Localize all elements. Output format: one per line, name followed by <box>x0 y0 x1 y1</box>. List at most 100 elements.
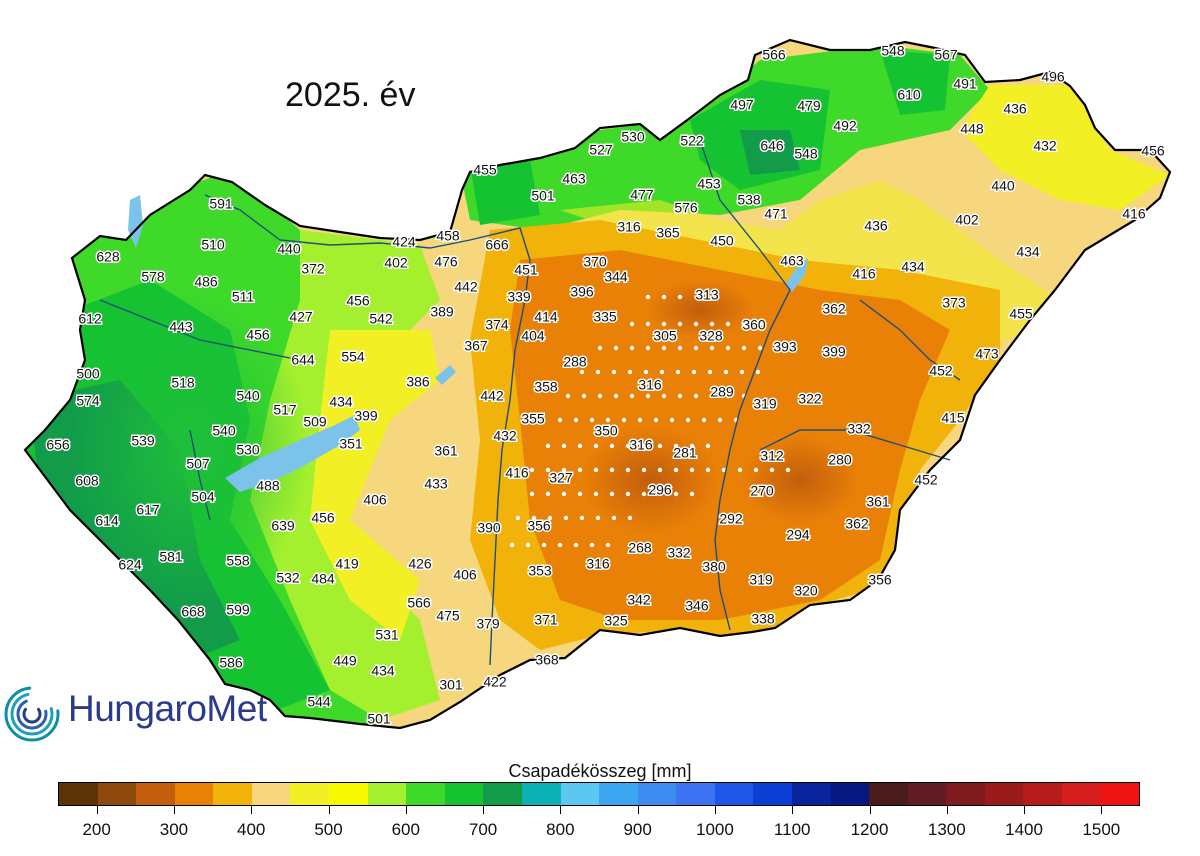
legend-tick-label: 900 <box>623 820 652 839</box>
station-precip-label: 456 <box>311 510 335 526</box>
station-precip-label: 373 <box>942 295 966 311</box>
legend-swatch <box>406 783 445 805</box>
legend-tick-mark <box>792 806 794 814</box>
dry-area-dot <box>645 393 651 399</box>
station-precip-label: 292 <box>719 511 743 527</box>
dry-area-dot <box>625 467 631 473</box>
station-precip-label: 399 <box>822 344 846 360</box>
legend-tick-label: 600 <box>391 820 420 839</box>
dry-area-dot <box>709 345 715 351</box>
dry-area-dot <box>693 393 699 399</box>
station-precip-label: 367 <box>464 338 488 354</box>
dry-area-dot <box>595 515 601 521</box>
dry-area-dot <box>739 369 745 375</box>
station-precip-label: 540 <box>236 388 260 404</box>
station-precip-label: 406 <box>453 567 477 583</box>
dry-area-dot <box>705 467 711 473</box>
station-precip-label: 360 <box>742 317 766 333</box>
legend-swatch <box>946 783 985 805</box>
legend-swatch <box>329 783 368 805</box>
station-precip-label: 442 <box>454 279 478 295</box>
dry-area-dot <box>629 321 635 327</box>
station-precip-label: 496 <box>1041 69 1065 85</box>
station-precip-label: 351 <box>339 436 363 452</box>
station-precip-label: 436 <box>1003 101 1027 117</box>
station-precip-label: 500 <box>76 366 100 382</box>
station-precip-label: 576 <box>674 200 698 216</box>
station-precip-label: 456 <box>346 293 370 309</box>
dry-area-dot <box>563 515 569 521</box>
legend-tick-label: 300 <box>159 820 189 839</box>
dry-area-dot <box>689 443 695 449</box>
map-title: 2025. év <box>285 76 416 114</box>
station-precip-label: 666 <box>485 237 509 253</box>
dry-area-dot <box>723 369 729 375</box>
station-precip-label: 501 <box>531 188 555 204</box>
station-precip-label: 434 <box>371 663 395 679</box>
legend-swatch <box>637 783 677 805</box>
station-precip-label: 440 <box>991 178 1015 194</box>
station-precip-label: 456 <box>1141 143 1165 159</box>
dry-area-dot <box>545 443 551 449</box>
legend-swatch <box>251 783 291 805</box>
dry-area-dot <box>661 345 667 351</box>
station-precip-label: 433 <box>424 476 448 492</box>
dry-area-dot <box>509 542 515 548</box>
station-precip-label: 530 <box>621 129 645 145</box>
station-precip-label: 368 <box>535 652 559 668</box>
dry-area-dot <box>621 417 627 423</box>
station-precip-label: 344 <box>604 269 628 285</box>
dry-area-dot <box>645 294 651 300</box>
station-precip-label: 538 <box>737 192 761 208</box>
dry-area-dot <box>577 443 583 449</box>
dry-area-dot <box>677 345 683 351</box>
station-precip-label: 316 <box>629 437 653 453</box>
station-precip-label: 518 <box>171 375 195 391</box>
legend-title: Csapadékösszeg [mm] <box>508 761 692 781</box>
dry-area-dot <box>677 393 683 399</box>
station-precip-label: 380 <box>702 559 726 575</box>
station-precip-label: 313 <box>695 287 719 303</box>
legend-swatch <box>1062 783 1101 805</box>
station-precip-label: 319 <box>749 572 773 588</box>
station-precip-label: 327 <box>549 470 573 486</box>
legend-tick-mark <box>96 806 98 814</box>
station-precip-label: 312 <box>760 448 784 464</box>
station-precip-label: 492 <box>833 118 857 134</box>
station-precip-label: 488 <box>256 478 280 494</box>
station-precip-label: 456 <box>246 327 270 343</box>
dry-area-dot <box>753 467 759 473</box>
station-precip-label: 362 <box>845 516 869 532</box>
legend-ticks: 200 300 400 500 600 700 800 900 1000 1100 1200 1300… <box>58 806 1140 839</box>
station-precip-label: 479 <box>797 98 821 114</box>
station-precip-label: 530 <box>236 442 260 458</box>
station-precip-label: 624 <box>118 557 142 573</box>
dry-area-dot <box>645 321 651 327</box>
legend-tick-label: 1400 <box>1005 820 1043 839</box>
station-precip-label: 507 <box>186 456 210 472</box>
dry-area-dot <box>643 369 649 375</box>
station-precip-label: 448 <box>960 121 984 137</box>
station-precip-label: 612 <box>78 311 102 327</box>
station-precip-label: 586 <box>219 655 243 671</box>
dry-area-dot <box>557 417 563 423</box>
swirl-logo-icon <box>4 686 60 742</box>
station-precip-label: 356 <box>868 572 892 588</box>
dry-area-dot <box>637 417 643 423</box>
station-precip-label: 668 <box>181 604 205 620</box>
dry-area-dot <box>675 369 681 375</box>
station-precip-label: 610 <box>897 87 921 103</box>
station-precip-label: 406 <box>363 492 387 508</box>
hungaromet-logo: HungaroMet <box>2 680 302 750</box>
station-precip-label: 361 <box>866 494 890 510</box>
dry-area-dot <box>661 393 667 399</box>
legend-swatch <box>521 783 561 805</box>
legend-swatch <box>869 783 908 805</box>
dry-area-dot <box>737 467 743 473</box>
dry-area-dot <box>705 443 711 449</box>
dry-area-dot <box>589 417 595 423</box>
legend-swatch <box>59 783 98 805</box>
station-precip-label: 365 <box>656 225 680 241</box>
station-precip-label: 522 <box>680 133 704 149</box>
legend-swatch <box>907 783 947 805</box>
